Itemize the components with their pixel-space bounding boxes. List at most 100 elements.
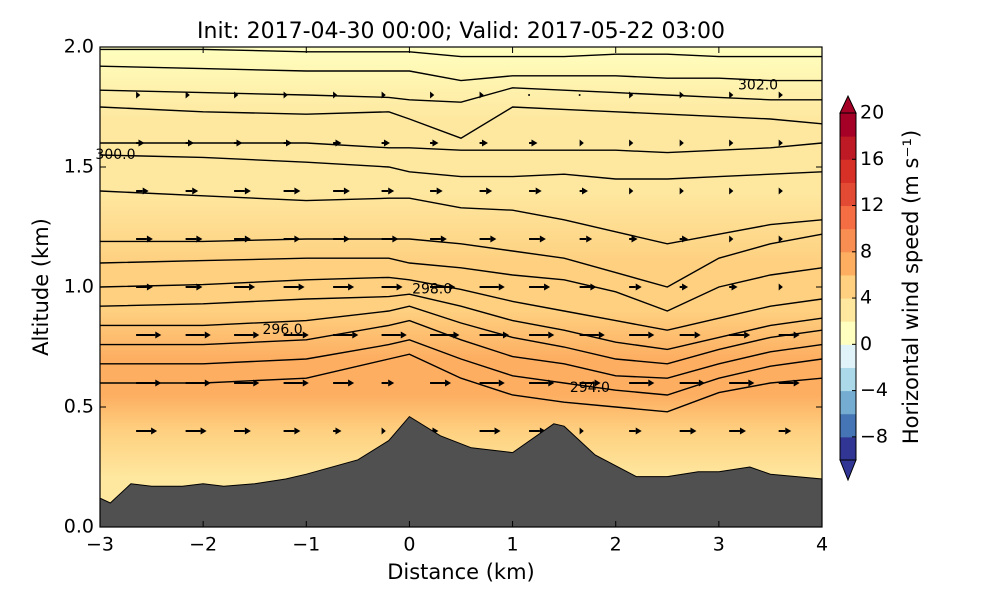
colorbar-extend-bottom [839,459,857,482]
arrow-head [590,283,597,291]
y-tick-label: 0.5 [64,396,94,418]
arrow-dot [578,94,581,96]
wind-arrow [479,331,509,339]
arrow-head [400,331,407,339]
arrow-head [744,331,751,339]
isentrope [99,154,823,180]
arrow-head [785,427,792,435]
y-axis-label: Altitude (km) [29,218,53,356]
wind-arrow [333,187,350,195]
arrow-head [479,91,484,99]
wind-arrow [629,91,634,99]
colorbar-bin [840,344,856,368]
wind-arrow [283,331,309,339]
wind-arrow [679,235,689,243]
arrow-head [343,235,350,243]
colorbar-bin [840,205,856,230]
arrow-head [440,235,447,243]
arrow-head [249,283,256,291]
wind-arrow [729,331,751,339]
arrow-head [381,427,386,435]
plot-area: 302.0 300.0 298.0 296.0 294.0 [95,47,823,528]
arrow-head [793,331,800,339]
colorbar-bin [840,113,856,137]
arrow-head [383,139,390,147]
arrow-head [729,91,734,99]
contour-label: 302.0 [738,77,778,93]
arrow-head [396,283,403,291]
wind-arrow [185,427,207,435]
wind-arrow [629,139,634,147]
arrow-head [729,187,734,195]
wind-arrow [185,283,203,291]
arrow-head [146,235,153,243]
arrow-head [579,139,584,147]
arrow-head [731,283,738,291]
wind-arrow [729,379,755,387]
arrow-head [436,187,443,195]
wind-arrow [529,187,542,195]
arrow-head [586,235,593,243]
arrow-head [486,187,493,195]
wind-arrow [185,331,211,339]
wind-arrow [136,331,162,339]
wind-arrow [430,379,452,387]
wind-arrow [381,283,403,291]
arrow-head [793,379,800,387]
arrow-head [244,235,251,243]
x-tick-label: 2 [610,534,622,556]
isentrope [100,319,823,379]
wind-arrow [185,235,203,243]
arrow-head [449,283,456,291]
colorbar-tick-label: −4 [860,379,888,401]
contour-label: 300.0 [95,147,135,163]
wind-arrow [234,283,256,291]
wind-arrow [333,331,359,339]
arrow-head [188,139,195,147]
arrow-head [778,235,783,243]
arrow-head [648,331,655,339]
wind-arrow [430,187,443,195]
wind-arrow [679,283,689,291]
wind-arrow [136,283,153,291]
wind-arrow [529,139,538,147]
wind-arrow [778,235,783,243]
wind-arrow [679,187,684,195]
colorbar-tick-label: 0 [860,333,872,355]
arrow-head [548,331,555,339]
arrow-head [335,427,342,435]
arrow-head [388,187,395,195]
isentrope [100,339,823,396]
arrow-head [694,331,701,339]
arrow-head [244,427,251,435]
wind-arrow [381,331,407,339]
wind-arrow [579,187,589,195]
arrow-head [151,427,158,435]
x-tick-label: −1 [292,534,320,556]
wind-arrow [283,187,301,195]
colorbar-bin [840,367,856,392]
arrow-head [579,427,584,435]
arrow-head [679,187,684,195]
arrow-head [598,331,605,339]
colorbar-extend-top [839,94,857,114]
arrow-head [548,379,555,387]
arrow-head [244,187,251,195]
colorbar-bin [840,436,856,461]
arrow-head [352,331,359,339]
arrow-head [335,139,342,147]
y-tick-label: 2.0 [64,36,94,58]
wind-arrow [430,235,447,243]
arrow-head [196,235,203,243]
wind-arrow [679,427,697,435]
terrain [99,415,823,528]
x-axis-label: Distance (km) [387,560,535,584]
arrow-head [253,331,260,339]
wind-arrow [778,427,792,435]
arrow-head [192,187,199,195]
wind-arrow [579,139,584,147]
arrow-head [729,139,734,147]
arrow-head [285,139,292,147]
colorbar-bin [840,390,856,415]
